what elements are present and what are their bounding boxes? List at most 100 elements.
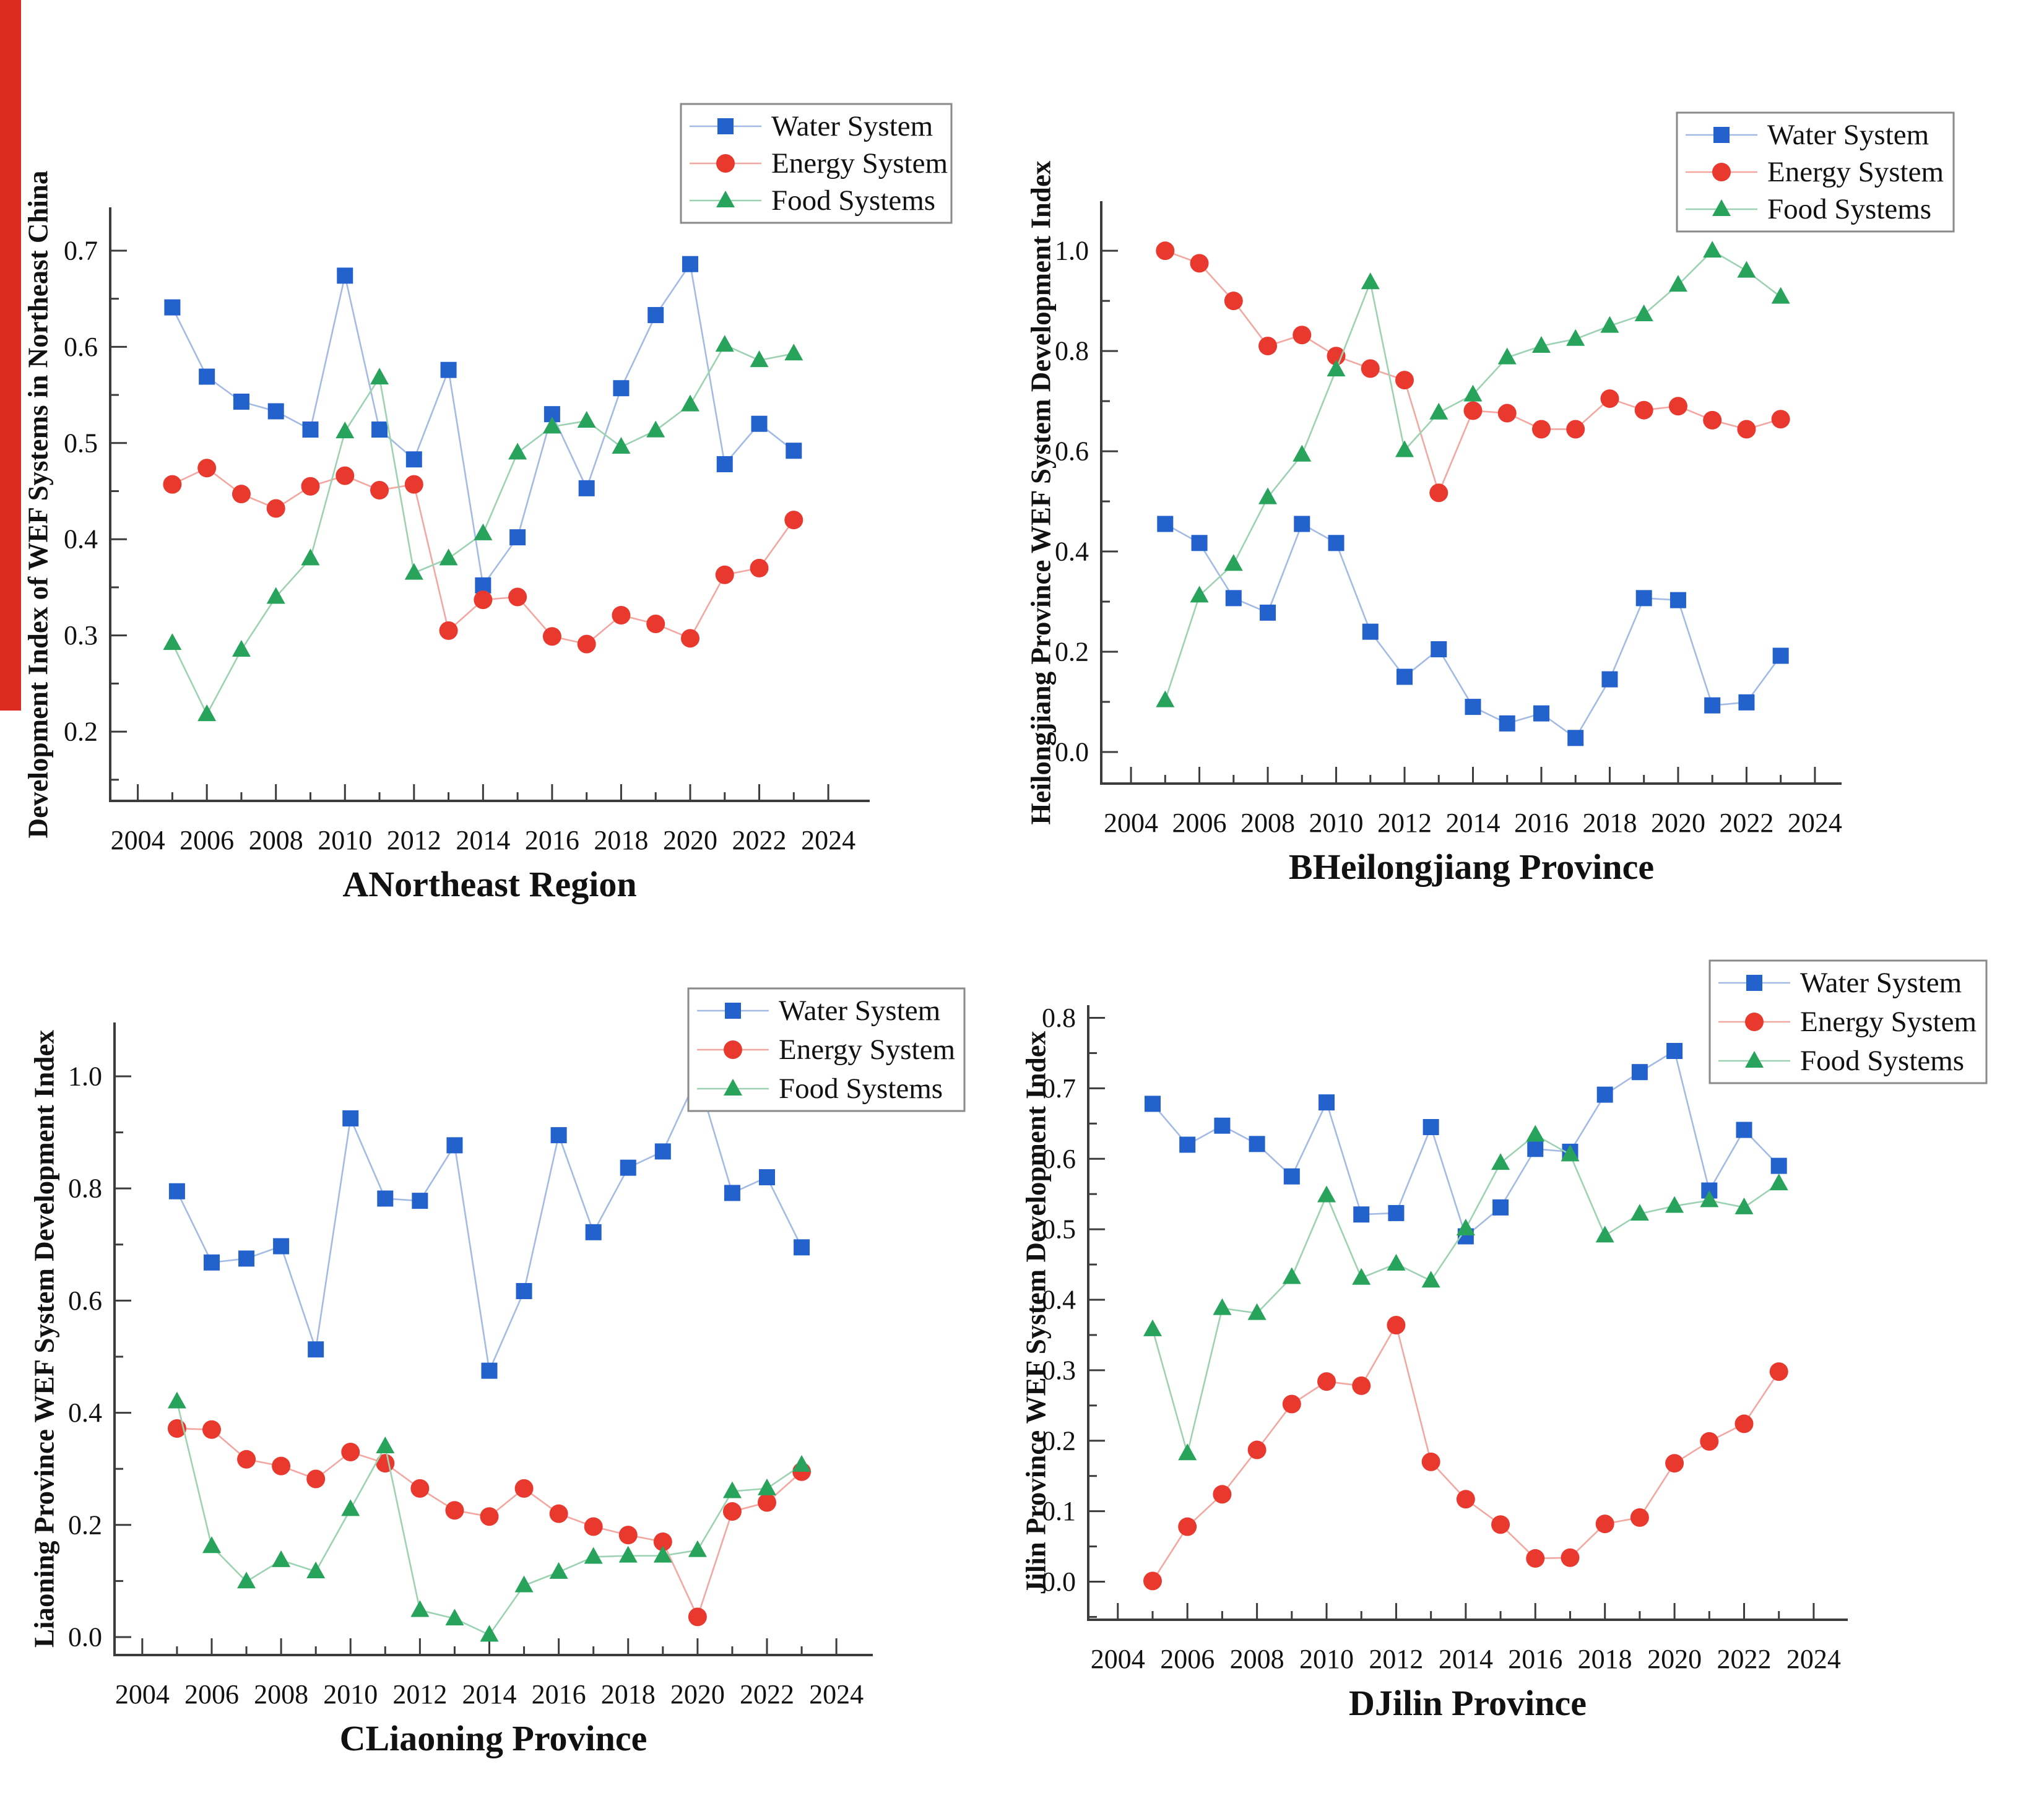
food-systems-series [1143, 1125, 1788, 1461]
triangle-marker [612, 437, 631, 454]
energy-system-series [1156, 241, 1790, 503]
panel-c-ylabel: Liaoning Province WEF System Development… [28, 1030, 60, 1648]
legend-label: Energy System [1800, 1006, 1977, 1038]
circle-marker [784, 511, 803, 530]
triangle-marker [1213, 1298, 1232, 1315]
y-tick-label: 0.2 [64, 717, 98, 747]
y-tick-label: 0.6 [68, 1286, 102, 1316]
triangle-marker [715, 335, 734, 352]
square-marker [1770, 1157, 1787, 1174]
y-tick-label: 0.6 [1055, 436, 1089, 467]
circle-marker [1737, 420, 1756, 439]
y-tick-label: 0.0 [1055, 737, 1089, 767]
circle-marker [542, 627, 561, 646]
x-tick-label: 2004 [1104, 808, 1158, 838]
x-tick-label: 2022 [1719, 808, 1773, 838]
triangle-marker [1247, 1303, 1267, 1320]
triangle-marker [1387, 1253, 1406, 1271]
triangle-marker [439, 548, 458, 566]
panel-a-title: ANortheast Region [342, 864, 637, 904]
panel-b-ylabel: Heilongjiang Province WEF System Develop… [1025, 160, 1057, 825]
panel-a-ylabel: Development Index of WEF Systems in Nort… [22, 170, 54, 839]
x-tick-label: 2012 [392, 1679, 447, 1709]
square-marker [1635, 590, 1652, 607]
triangle-marker [1497, 347, 1517, 365]
x-tick-label: 2016 [1508, 1644, 1562, 1674]
legend-label: Food Systems [1800, 1045, 1964, 1077]
triangle-marker [1456, 1218, 1475, 1235]
triangle-marker [1771, 287, 1790, 304]
square-marker [516, 1282, 532, 1299]
panel-d-title: DJilin Province [1349, 1683, 1587, 1723]
square-legend-marker [1746, 975, 1762, 991]
legend-label: Water System [1767, 119, 1929, 151]
triangle-marker [410, 1600, 430, 1617]
circle-marker [1327, 347, 1346, 366]
square-marker [302, 421, 319, 438]
square-marker [1465, 699, 1481, 715]
square-marker [405, 451, 422, 468]
circle-marker [750, 558, 769, 577]
triangle-marker [1630, 1204, 1649, 1221]
x-tick-label: 2018 [594, 825, 648, 855]
circle-marker [439, 621, 458, 640]
square-marker [1704, 697, 1721, 714]
square-marker [620, 1159, 636, 1176]
circle-marker [758, 1493, 777, 1512]
food-systems-series [167, 1391, 812, 1642]
square-marker [267, 403, 284, 420]
series-line [1151, 1323, 1780, 1582]
series-line [171, 467, 795, 646]
square-marker [1431, 641, 1447, 657]
circle-marker [237, 1450, 256, 1469]
y-tick-label: 0.4 [68, 1398, 102, 1428]
x-tick-label: 2004 [1091, 1644, 1145, 1674]
circle-marker [1190, 254, 1209, 273]
square-marker [1527, 1141, 1544, 1157]
x-tick-label: 2012 [1377, 808, 1432, 838]
triangle-marker [1317, 1185, 1336, 1203]
x-tick-label: 2004 [115, 1679, 170, 1709]
circle-marker [1421, 1452, 1440, 1471]
triangle-marker [1668, 275, 1687, 292]
water-system-series [164, 256, 802, 594]
triangle-marker [584, 1547, 603, 1564]
circle-marker [404, 475, 423, 494]
circle-marker [1463, 401, 1483, 420]
circle-marker [1600, 389, 1619, 408]
square-marker [1179, 1136, 1196, 1153]
triangle-marker [1395, 440, 1414, 457]
circle-marker [301, 477, 320, 496]
circle-marker [1665, 1454, 1684, 1473]
circle-marker [1224, 292, 1243, 311]
triangle-marker [688, 1540, 707, 1557]
square-marker [1157, 516, 1174, 532]
triangle-marker [1224, 554, 1243, 571]
triangle-marker [653, 1545, 672, 1563]
x-tick-label: 2008 [1241, 808, 1295, 838]
circle-marker [1247, 1440, 1267, 1459]
y-tick-label: 0.2 [1055, 637, 1089, 667]
circle-marker [1497, 404, 1517, 423]
triangle-marker [404, 563, 423, 580]
square-marker [682, 256, 698, 272]
triangle-marker [336, 421, 355, 439]
square-legend-marker [717, 118, 734, 134]
series-line [176, 1074, 803, 1374]
legend: Water System Energy System Food Systems [1708, 959, 1988, 1084]
x-tick-label: 2022 [732, 825, 787, 855]
x-tick-label: 2006 [180, 825, 234, 855]
circle-marker [577, 634, 596, 654]
circle-marker [341, 1443, 360, 1462]
square-marker [164, 299, 181, 316]
circle-marker [1566, 420, 1585, 439]
series-line [1151, 1133, 1780, 1457]
circle-marker [1561, 1548, 1580, 1567]
triangle-marker [1561, 1144, 1580, 1162]
square-marker [412, 1193, 428, 1209]
circle-marker [1491, 1515, 1510, 1534]
square-marker [1225, 590, 1242, 607]
circle-marker [445, 1501, 464, 1520]
circle-marker [1293, 326, 1312, 345]
